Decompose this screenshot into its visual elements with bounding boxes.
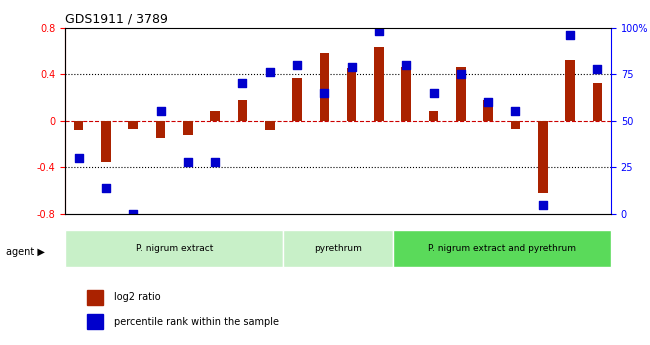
- Bar: [101, 121, 111, 161]
- Point: [565, 32, 575, 38]
- Point: [319, 90, 330, 96]
- Point: [510, 109, 521, 114]
- Bar: [347, 68, 356, 121]
- Bar: [374, 47, 384, 121]
- Bar: [74, 121, 83, 130]
- Point: [237, 81, 248, 86]
- Point: [401, 62, 411, 68]
- Bar: [484, 100, 493, 121]
- Point: [73, 155, 84, 161]
- Bar: [87, 290, 103, 305]
- Text: percentile rank within the sample: percentile rank within the sample: [114, 317, 279, 326]
- Point: [292, 62, 302, 68]
- Point: [183, 159, 193, 165]
- Bar: [538, 121, 547, 193]
- Point: [101, 185, 111, 190]
- Text: pyrethrum: pyrethrum: [314, 244, 362, 253]
- Point: [456, 71, 466, 77]
- Bar: [593, 83, 602, 121]
- Point: [128, 211, 138, 217]
- Bar: [456, 67, 465, 121]
- Text: P. nigrum extract and pyrethrum: P. nigrum extract and pyrethrum: [428, 244, 576, 253]
- Text: agent ▶: agent ▶: [6, 247, 46, 257]
- Text: P. nigrum extract: P. nigrum extract: [135, 244, 213, 253]
- Point: [265, 70, 275, 75]
- Point: [538, 202, 548, 207]
- Bar: [566, 60, 575, 121]
- Point: [155, 109, 166, 114]
- Point: [428, 90, 439, 96]
- Bar: [156, 121, 165, 138]
- Point: [210, 159, 220, 165]
- Text: log2 ratio: log2 ratio: [114, 293, 161, 302]
- Text: GDS1911 / 3789: GDS1911 / 3789: [65, 12, 168, 25]
- Bar: [87, 314, 103, 329]
- Bar: [238, 100, 247, 121]
- Bar: [402, 67, 411, 121]
- Bar: [183, 121, 192, 135]
- Bar: [129, 121, 138, 129]
- Point: [592, 66, 603, 71]
- FancyBboxPatch shape: [65, 230, 283, 267]
- Bar: [429, 111, 438, 121]
- Point: [374, 29, 384, 34]
- Point: [346, 64, 357, 69]
- Bar: [511, 121, 520, 129]
- Bar: [211, 111, 220, 121]
- Bar: [292, 78, 302, 121]
- Bar: [265, 121, 274, 130]
- FancyBboxPatch shape: [283, 230, 393, 267]
- FancyBboxPatch shape: [393, 230, 611, 267]
- Point: [483, 99, 493, 105]
- Bar: [320, 53, 329, 121]
